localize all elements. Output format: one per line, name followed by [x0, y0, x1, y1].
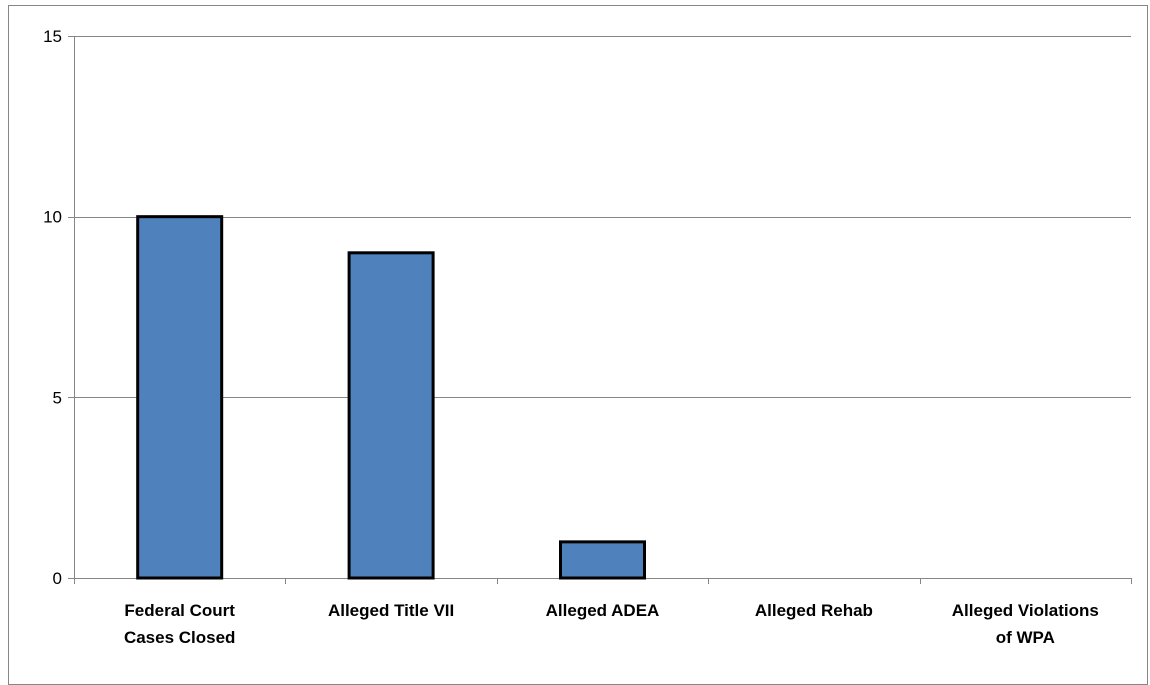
y-tick-label-10: 10	[43, 208, 62, 227]
y-tick-labels: 0 5 10 15	[43, 27, 62, 588]
gridlines	[74, 36, 1131, 398]
axes	[68, 36, 1132, 584]
x-category-label: Alleged Rehab	[755, 601, 873, 620]
y-tick-label-15: 15	[43, 27, 62, 46]
bar-2	[559, 540, 646, 580]
x-category-label: Cases Closed	[124, 628, 236, 647]
y-tick-label-0: 0	[53, 569, 62, 588]
bar-1	[347, 251, 435, 580]
x-category-label: of WPA	[996, 628, 1055, 647]
x-category-label: Alleged ADEA	[546, 601, 660, 620]
x-category-label: Alleged Violations	[952, 601, 1099, 620]
y-tick-label-5: 5	[53, 388, 62, 407]
x-category-labels: Federal Court Cases Closed Alleged Title V…	[124, 601, 1099, 647]
x-category-label: Alleged Title VII	[328, 601, 454, 620]
bar-0	[136, 215, 224, 580]
bars	[136, 215, 646, 580]
x-category-label: Federal Court	[124, 601, 235, 620]
